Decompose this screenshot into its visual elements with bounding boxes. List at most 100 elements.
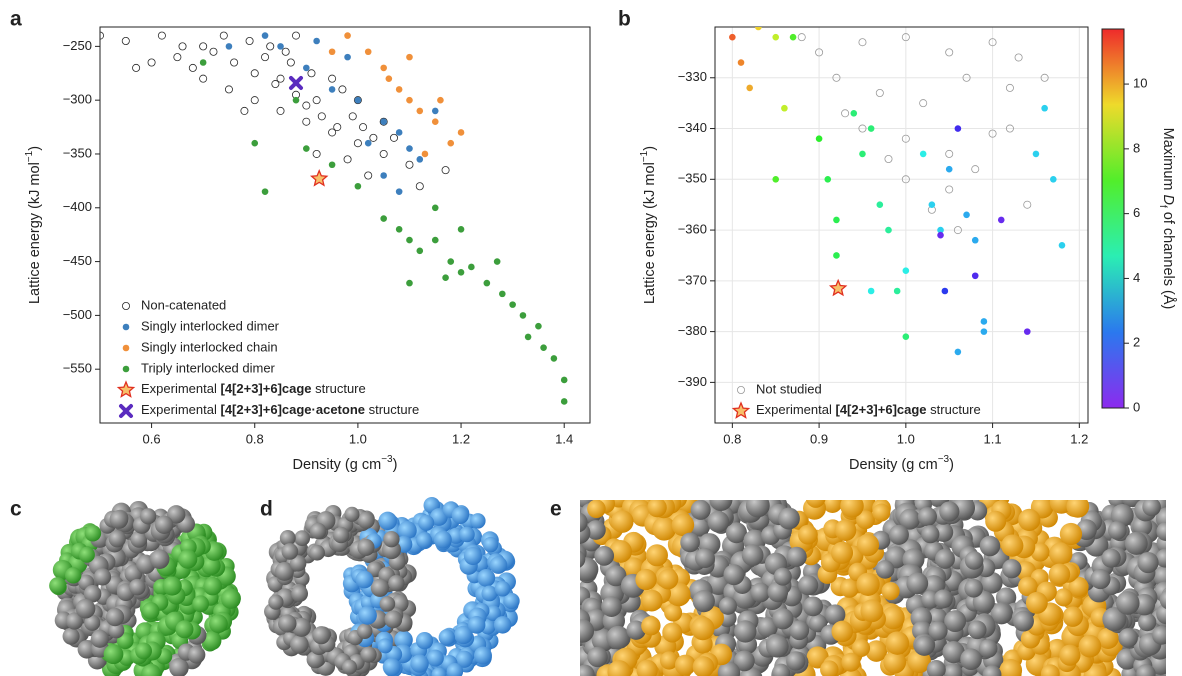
point	[261, 188, 269, 195]
legend-part: Experimental	[756, 402, 835, 417]
atom	[935, 548, 955, 569]
point	[328, 128, 337, 137]
y-tick-label: −500	[63, 307, 92, 322]
y-tick-label: −340	[678, 120, 707, 135]
point	[240, 106, 249, 115]
atom	[906, 572, 929, 595]
point	[850, 110, 858, 117]
atom	[839, 578, 859, 598]
point	[380, 118, 387, 125]
atom	[275, 561, 294, 581]
atom	[357, 511, 375, 529]
y-tick-label: −450	[63, 253, 92, 268]
atom	[917, 507, 937, 527]
atom	[446, 662, 464, 676]
atom	[664, 603, 683, 622]
atom	[438, 629, 455, 646]
point	[560, 376, 568, 384]
atom	[62, 627, 80, 645]
atom	[1156, 521, 1166, 541]
atom	[841, 652, 861, 672]
point	[224, 85, 233, 94]
point	[824, 176, 832, 183]
atom	[1142, 500, 1161, 517]
atom	[1159, 590, 1166, 609]
point	[1005, 124, 1014, 133]
point	[333, 123, 342, 132]
atom	[1030, 542, 1050, 562]
point	[884, 154, 893, 163]
atom	[725, 522, 747, 544]
label-part: Density (g cm	[849, 457, 938, 473]
atom	[494, 580, 511, 597]
atom	[209, 614, 228, 634]
atom	[473, 646, 492, 665]
atom	[410, 654, 429, 673]
point	[250, 96, 259, 105]
atom	[939, 501, 960, 522]
molecule-e	[580, 500, 1166, 676]
atom	[109, 510, 129, 529]
atom	[415, 631, 434, 650]
point	[416, 107, 424, 115]
point	[199, 59, 207, 66]
point	[560, 398, 568, 405]
legend-label: Singly interlocked dimer	[141, 318, 280, 333]
atom	[773, 567, 792, 586]
atom	[881, 582, 900, 601]
atom	[279, 530, 296, 546]
point	[437, 96, 444, 104]
atom	[108, 622, 125, 639]
legend-label: Non-catenated	[141, 297, 226, 312]
atom	[926, 660, 946, 676]
atom	[606, 625, 630, 650]
atom	[1025, 591, 1048, 614]
point	[901, 134, 910, 143]
x-tick-label: 1.0	[349, 431, 367, 446]
atom	[636, 659, 658, 676]
atom	[657, 568, 679, 590]
point	[885, 226, 892, 234]
atom	[463, 546, 483, 566]
point	[954, 125, 962, 132]
point	[841, 109, 850, 118]
atom	[771, 663, 791, 676]
point	[901, 175, 910, 184]
point	[421, 150, 429, 158]
atom	[1118, 628, 1138, 648]
point	[962, 73, 971, 82]
atom	[641, 616, 661, 636]
atom	[141, 663, 161, 676]
point	[277, 43, 284, 50]
y-tick-label: −380	[678, 323, 707, 338]
point	[219, 31, 228, 40]
atom	[834, 519, 857, 542]
atom	[586, 520, 606, 540]
atom	[767, 581, 789, 603]
point	[789, 33, 797, 41]
atom	[750, 582, 771, 603]
legend-label: Not studied	[756, 381, 822, 396]
atom	[489, 556, 508, 574]
point	[468, 263, 475, 271]
point	[406, 96, 413, 104]
atom	[659, 651, 679, 670]
point	[953, 226, 962, 235]
atom	[187, 645, 206, 664]
atom	[203, 576, 222, 596]
atom	[416, 532, 433, 549]
point	[395, 226, 403, 233]
atom	[477, 568, 496, 587]
atom	[944, 610, 967, 633]
atom	[105, 607, 125, 627]
atom	[454, 625, 473, 645]
y-tick-label: −360	[678, 222, 707, 237]
atom	[84, 524, 102, 542]
atom	[885, 631, 910, 655]
point	[157, 31, 166, 40]
atom	[493, 616, 512, 634]
colorbar	[1101, 28, 1125, 409]
atom	[607, 660, 631, 676]
point	[199, 74, 208, 83]
point	[348, 112, 357, 121]
